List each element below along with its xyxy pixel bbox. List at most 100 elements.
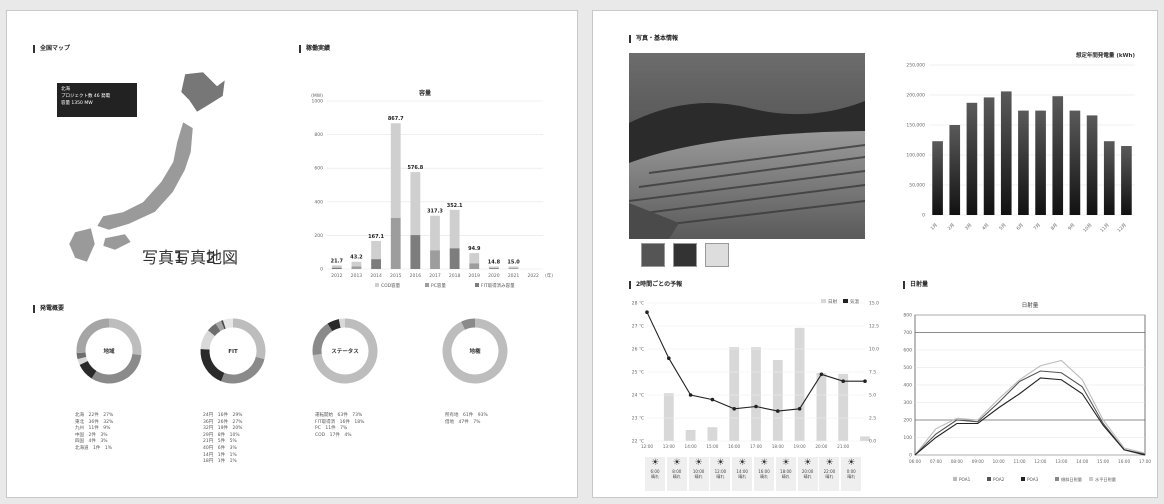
bar-segment-fit bbox=[469, 263, 480, 269]
bar-value-label: 21.7 bbox=[331, 258, 344, 264]
photo-thumbnail-map[interactable]: 地図 bbox=[206, 243, 729, 267]
thumbnail-label: 写真1 bbox=[142, 248, 185, 267]
donut-segment bbox=[207, 323, 221, 337]
donut-segment bbox=[79, 360, 97, 379]
legend-item: 21円 5件 5% bbox=[203, 439, 237, 445]
donut-charts: 地域 FIT ステータス 地権 bbox=[76, 318, 508, 384]
x-tick-label: 17:00 bbox=[750, 444, 762, 449]
y-tick-label-right: 15.0 bbox=[869, 301, 879, 307]
y-axis-label: (MW) bbox=[311, 93, 323, 99]
curve-section-title: 日射量 bbox=[903, 281, 928, 289]
solar-bar bbox=[772, 360, 783, 441]
x-tick-label: 13:00 bbox=[1055, 459, 1067, 464]
weather-forecast-cell: ☀ 0:00 晴れ bbox=[841, 457, 862, 491]
weather-desc: 晴れ bbox=[825, 474, 834, 479]
legend-swatch bbox=[1089, 477, 1093, 481]
bar-segment-fit bbox=[331, 267, 342, 269]
weather-forecast-cell: ☀ 16:00 晴れ bbox=[754, 457, 774, 491]
site-photo[interactable] bbox=[629, 53, 865, 239]
y-tick-label: 100 bbox=[903, 435, 912, 441]
bar-segment-cod bbox=[489, 266, 499, 269]
bar-value-label: 15.0 bbox=[507, 259, 520, 265]
capacity-bar-chart: 容量 (MW) 0 200 400 600 800 1000 21.7 2012 43.2 2013 1… bbox=[311, 89, 553, 289]
weather-desc: 晴れ bbox=[651, 474, 659, 479]
weather-icon: ☀ bbox=[781, 458, 790, 468]
monthly-bar bbox=[932, 141, 943, 215]
legend-swatch bbox=[375, 283, 379, 287]
x-tick-label: 3月 bbox=[964, 222, 973, 231]
bar-value-label: 14.8 bbox=[488, 260, 501, 266]
series-line bbox=[914, 377, 1146, 456]
y-tick-label: 800 bbox=[903, 313, 912, 319]
x-tick-label: 16:00 bbox=[1118, 459, 1130, 464]
x-tick-label: 4月 bbox=[981, 222, 990, 231]
tooltip-line: 容量 1350 MW bbox=[61, 101, 93, 106]
legend-item: 四国 4件 3% bbox=[75, 439, 108, 445]
donut-segment bbox=[91, 353, 142, 384]
weather-desc: 晴れ bbox=[847, 474, 856, 479]
legend-item: 運転開始 63件 73% bbox=[315, 413, 363, 418]
donut-center-label: 地権 bbox=[469, 347, 481, 355]
monthly-bar bbox=[1000, 91, 1012, 215]
x-tick-label: 16:00 bbox=[728, 444, 740, 449]
x-tick-label: 2017 bbox=[429, 273, 441, 279]
legend-item: 所有地 61件 93% bbox=[445, 413, 488, 418]
y-tick-label: 100,000 bbox=[906, 153, 925, 159]
donut-segment bbox=[221, 356, 265, 384]
y-tick-label: 600 bbox=[903, 348, 912, 354]
donut-segment bbox=[222, 318, 234, 329]
y-tick-label: 500 bbox=[903, 365, 912, 371]
x-axis-label: (年) bbox=[545, 272, 553, 279]
weather-icon-row: ☀ 6:00 晴れ ☀ 8:00 晴れ ☀ 10:00 晴れ ☀ 12:00 晴れ ☀ 14:00 晴れ ☀ 1… bbox=[645, 457, 863, 491]
weather-desc: 晴れ bbox=[760, 474, 768, 479]
y-tick-label: 0 bbox=[909, 453, 912, 459]
x-tick-label: 9月 bbox=[1067, 222, 1076, 231]
weather-icon: ☀ bbox=[825, 458, 834, 468]
bar-segment-fit bbox=[508, 268, 519, 269]
tooltip-line: プロジェクト数 46 発電 bbox=[61, 94, 111, 99]
solar-bar bbox=[663, 393, 674, 441]
monthly-bar bbox=[1103, 141, 1115, 215]
monthly-generation-chart: 想定年間発電量 (kWh) 0 50,000 100,000 150,000 200,00… bbox=[906, 51, 1135, 234]
x-tick-label: 2019 bbox=[469, 273, 481, 279]
donut-center-label: FIT bbox=[228, 349, 238, 355]
y-tick-label-right: 10.0 bbox=[869, 347, 879, 353]
legend-item: 借地 47件 7% bbox=[445, 419, 481, 425]
y-tick-label: 800 bbox=[314, 132, 323, 138]
weather-forecast-cell: ☀ 6:00 晴れ bbox=[645, 457, 665, 491]
y-tick-label-right: 12.5 bbox=[869, 324, 879, 330]
legend-item: 29円 8件 10% bbox=[203, 432, 240, 438]
monthly-bar bbox=[1035, 110, 1046, 215]
bar-segment-cod bbox=[371, 240, 381, 260]
legend-label: 気温 bbox=[850, 298, 859, 305]
donut-segment bbox=[76, 352, 87, 360]
temperature-point bbox=[863, 379, 867, 383]
weather-time: 10:00 bbox=[692, 469, 705, 474]
weather-icon: ☀ bbox=[716, 458, 725, 468]
legend-item: 18円 1件 1% bbox=[203, 459, 237, 465]
legend-item: 32円 19件 20% bbox=[203, 426, 243, 432]
monthly-bar bbox=[983, 97, 995, 215]
x-tick-label: 2016 bbox=[410, 273, 422, 279]
x-tick-label: 6月 bbox=[1015, 222, 1024, 231]
photo-thumbnail-2[interactable]: 写真2 bbox=[174, 243, 697, 267]
y-tick-label-left: 23 ℃ bbox=[632, 416, 644, 422]
x-tick-label: 17:00 bbox=[1139, 459, 1151, 464]
weather-time: 22:00 bbox=[823, 469, 836, 474]
bar-segment-fit bbox=[430, 250, 440, 269]
legend-label: POA3 bbox=[1027, 477, 1039, 482]
bar-value-label: 167.1 bbox=[368, 234, 384, 240]
bar-value-label: 867.7 bbox=[388, 116, 404, 122]
left-dashboard-panel: 全国マップ 稼働実績 発電概要 北海 プロジェクト数 46 発電 容量 1350… bbox=[6, 10, 578, 498]
japan-map[interactable] bbox=[57, 66, 227, 276]
monthly-bar bbox=[966, 102, 978, 215]
solar-bar bbox=[707, 427, 718, 441]
x-tick-label: 14:00 bbox=[685, 444, 697, 449]
thumbnail-label: 写真2 bbox=[174, 248, 217, 267]
weather-icon: ☀ bbox=[694, 458, 703, 468]
photo-thumbnail-1[interactable]: 写真1 bbox=[142, 243, 665, 267]
x-tick-label: 2020 bbox=[488, 273, 500, 279]
y-tick-label: 1000 bbox=[312, 99, 324, 105]
x-tick-label: 13:00 bbox=[663, 444, 675, 449]
chart-title: 日射量 bbox=[1022, 301, 1039, 309]
